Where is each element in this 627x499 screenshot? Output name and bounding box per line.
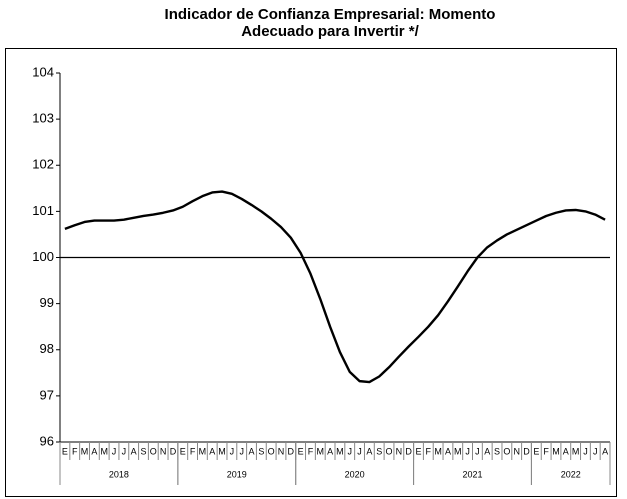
x-tick-label: O <box>503 446 510 456</box>
x-tick-label: A <box>366 446 372 456</box>
x-tick-label: J <box>357 446 362 456</box>
x-tick-label: J <box>230 446 235 456</box>
x-tick-label: J <box>583 446 588 456</box>
x-tick-label: J <box>347 446 352 456</box>
x-tick-label: D <box>405 446 412 456</box>
x-tick-label: E <box>298 446 304 456</box>
year-label: 2022 <box>561 469 581 479</box>
x-tick-label: S <box>140 446 146 456</box>
x-tick-label: J <box>112 446 117 456</box>
x-tick-label: E <box>415 446 421 456</box>
year-label: 2021 <box>462 469 482 479</box>
x-tick-label: J <box>465 446 470 456</box>
x-tick-label: A <box>91 446 97 456</box>
x-tick-label: F <box>308 446 314 456</box>
year-label: 2018 <box>109 469 129 479</box>
x-tick-label: N <box>160 446 167 456</box>
y-tick-label: 103 <box>32 111 54 126</box>
x-tick-label: M <box>199 446 207 456</box>
x-tick-label: O <box>386 446 393 456</box>
y-tick-label: 99 <box>40 295 54 310</box>
chart-title: Indicador de Confianza Empresarial: Mome… <box>165 6 496 23</box>
y-tick-label: 104 <box>32 64 54 79</box>
x-tick-label: O <box>150 446 157 456</box>
x-tick-label: M <box>552 446 560 456</box>
x-tick-label: A <box>602 446 608 456</box>
x-tick-label: E <box>62 446 68 456</box>
chart-frame <box>5 48 617 497</box>
x-tick-label: S <box>494 446 500 456</box>
x-tick-label: O <box>268 446 275 456</box>
series-line <box>64 190 606 384</box>
x-tick-label: F <box>190 446 196 456</box>
x-tick-label: M <box>434 446 442 456</box>
y-tick-label: 97 <box>40 387 54 402</box>
x-tick-label: A <box>131 446 137 456</box>
x-tick-label: M <box>336 446 344 456</box>
x-tick-label: D <box>523 446 530 456</box>
y-tick-label: 102 <box>32 157 54 172</box>
x-tick-label: F <box>72 446 78 456</box>
x-tick-label: A <box>249 446 255 456</box>
x-tick-label: J <box>593 446 598 456</box>
x-tick-label: J <box>475 446 480 456</box>
y-tick-label: 96 <box>40 433 54 448</box>
chart-subtitle: Adecuado para Invertir */ <box>241 23 419 40</box>
x-tick-label: S <box>258 446 264 456</box>
y-tick-label: 100 <box>32 249 54 264</box>
x-tick-label: A <box>209 446 215 456</box>
year-label: 2020 <box>345 469 365 479</box>
x-tick-label: M <box>100 446 108 456</box>
x-tick-label: A <box>445 446 451 456</box>
x-tick-label: A <box>484 446 490 456</box>
x-tick-label: S <box>376 446 382 456</box>
x-tick-label: M <box>218 446 226 456</box>
x-tick-label: D <box>288 446 295 456</box>
x-tick-label: N <box>396 446 403 456</box>
y-tick-label: 101 <box>32 203 54 218</box>
x-tick-label: E <box>180 446 186 456</box>
x-tick-label: F <box>543 446 549 456</box>
x-tick-label: A <box>563 446 569 456</box>
x-tick-label: M <box>454 446 462 456</box>
x-tick-label: N <box>513 446 520 456</box>
x-tick-label: M <box>81 446 89 456</box>
x-tick-label: M <box>572 446 580 456</box>
y-tick-label: 98 <box>40 341 54 356</box>
x-tick-label: E <box>533 446 539 456</box>
x-tick-label: F <box>426 446 432 456</box>
x-tick-label: M <box>317 446 325 456</box>
x-tick-label: D <box>170 446 177 456</box>
x-tick-label: J <box>122 446 127 456</box>
x-tick-label: J <box>239 446 244 456</box>
x-tick-label: A <box>327 446 333 456</box>
year-label: 2019 <box>227 469 247 479</box>
x-tick-label: N <box>278 446 285 456</box>
